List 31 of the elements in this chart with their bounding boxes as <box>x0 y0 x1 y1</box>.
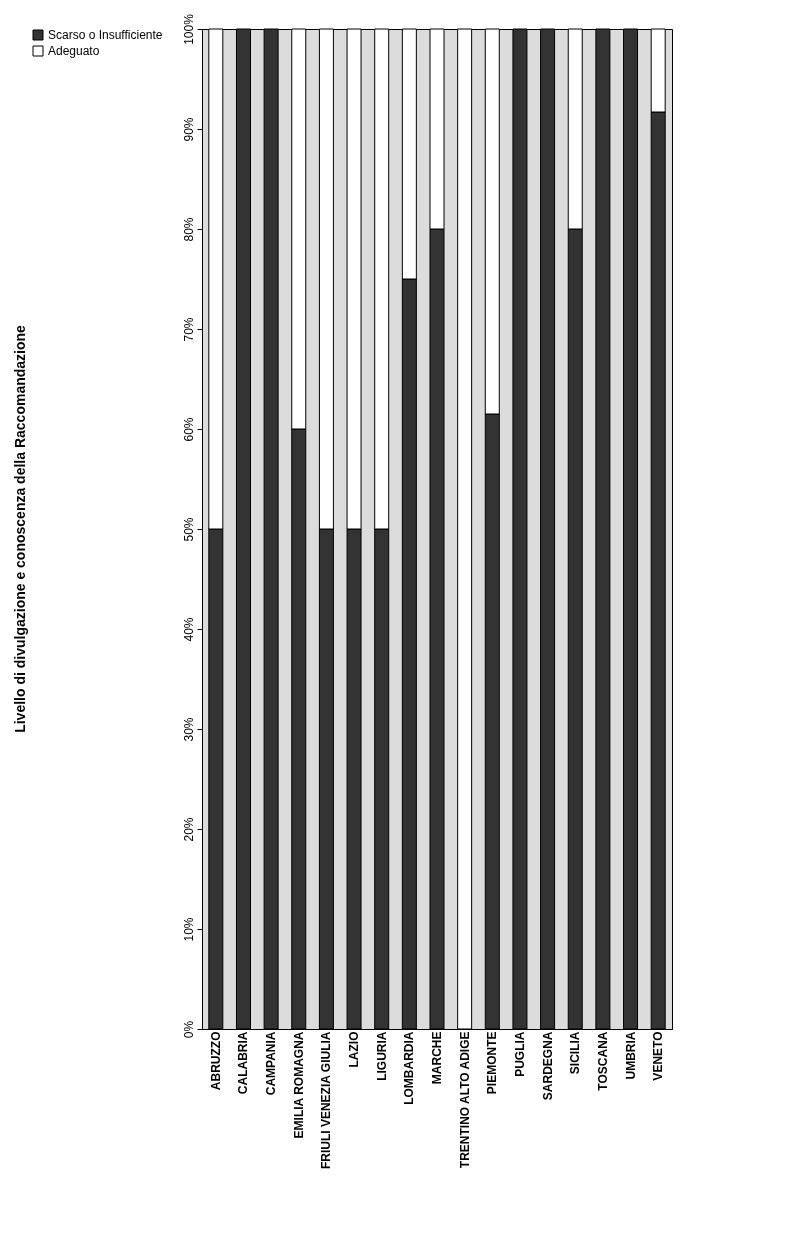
legend-label: Adeguato <box>48 44 100 58</box>
text: Livello di divulgazione e conoscenza della Raccomandazione <box>12 324 28 733</box>
x-tick-label: LOMBARDIA <box>402 1031 417 1105</box>
x-tick-label: LAZIO <box>347 1031 362 1068</box>
y-tick-label: 60% <box>181 417 196 442</box>
y-tick-label: 80% <box>181 217 196 242</box>
x-tick-label: SARDEGNA <box>540 1031 555 1101</box>
y-tick-label: 70% <box>181 317 196 342</box>
x-tick-label: FRIULI VENEZIA GIULIA <box>319 1031 334 1170</box>
y-tick-label: 50% <box>181 517 196 542</box>
x-tick-label: VENETO <box>651 1031 666 1081</box>
y-tick-label: 10% <box>181 917 196 942</box>
y-tick-label: 90% <box>181 117 196 142</box>
x-tick-label: TRENTINO ALTO ADIGE <box>457 1031 472 1169</box>
x-tick-label: PUGLIA <box>512 1031 527 1077</box>
x-tick-label: ABRUZZO <box>208 1031 223 1091</box>
y-tick-label: 100% <box>181 13 196 45</box>
x-tick-label: LIGURIA <box>374 1031 389 1081</box>
x-tick-label: EMILIA ROMAGNA <box>291 1031 306 1139</box>
y-tick-label: 40% <box>181 617 196 642</box>
y-tick-label: 30% <box>181 717 196 742</box>
x-tick-label: MARCHE <box>430 1031 444 1085</box>
x-tick-label: TOSCANA <box>595 1031 610 1091</box>
x-tick-label: UMBRIA <box>623 1031 638 1080</box>
x-tick-label: SICILIA <box>568 1031 583 1075</box>
legend-label: Scarso o Insufficiente <box>48 28 163 42</box>
y-tick-label: 20% <box>181 817 196 842</box>
x-tick-label: CAMPANIA <box>264 1031 279 1096</box>
x-tick-label: CALABRIA <box>236 1031 251 1095</box>
x-tick-label: PIEMONTE <box>485 1031 500 1095</box>
y-tick-label: 0% <box>181 1020 196 1039</box>
